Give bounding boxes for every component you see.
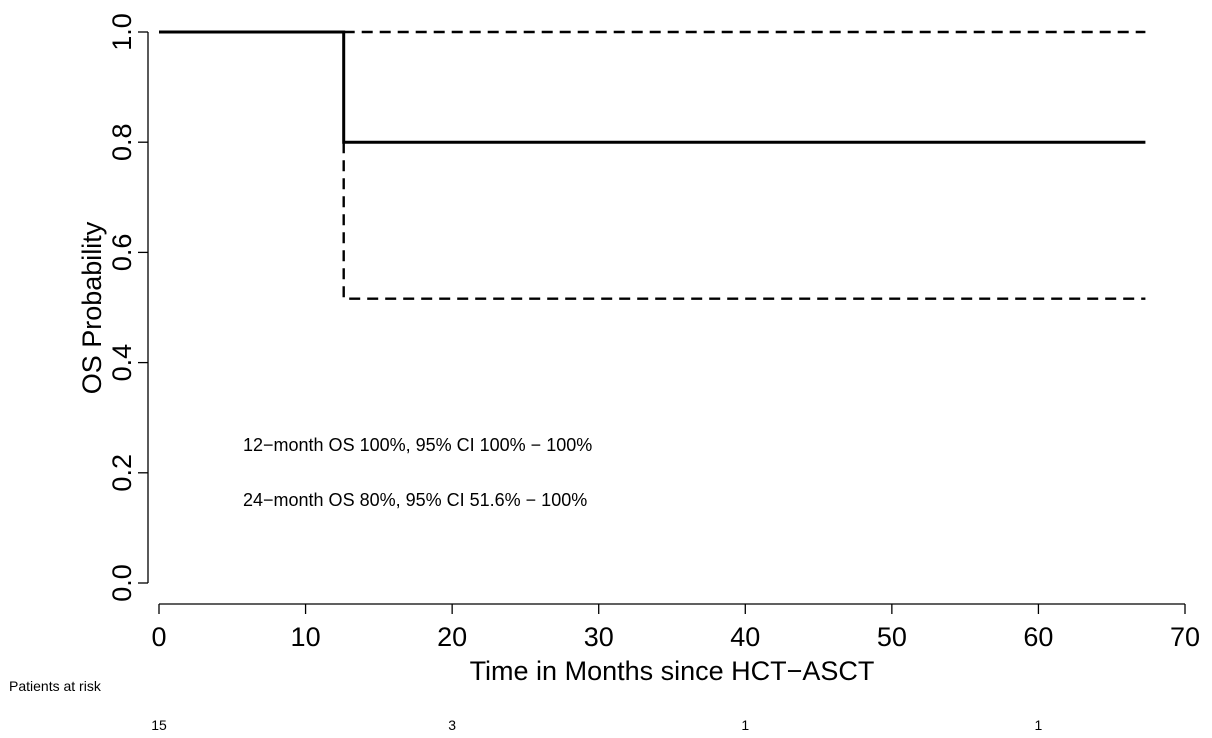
survival-curve xyxy=(159,30,1146,144)
annotation-text: 24−month OS 80%, 95% CI 51.6% − 100% xyxy=(243,490,587,510)
x-tick-label: 0 xyxy=(151,622,166,652)
confidence-bound-line xyxy=(342,142,1146,300)
risk-table-label: Patients at risk xyxy=(9,678,102,694)
x-tick-label: 30 xyxy=(584,622,614,652)
risk-count: 15 xyxy=(151,717,167,733)
y-tick-label: 0.6 xyxy=(107,234,137,272)
annotation-text: 12−month OS 100%, 95% CI 100% − 100% xyxy=(243,435,592,455)
x-tick-label: 60 xyxy=(1023,622,1053,652)
x-axis-title: Time in Months since HCT−ASCT xyxy=(470,656,875,686)
x-tick-label: 20 xyxy=(437,622,467,652)
labels: 0 10 20 30 40 50 60 70 0.0 0.2 0.4 0.6 0.8 1.0 Time in… xyxy=(77,13,1200,686)
x-tick-label: 50 xyxy=(877,622,907,652)
x-tick-label: 40 xyxy=(730,622,760,652)
risk-count: 3 xyxy=(448,717,456,733)
risk-count: 1 xyxy=(1035,717,1043,733)
y-axis-title: OS Probability xyxy=(77,221,107,394)
x-tick-label: 10 xyxy=(291,622,321,652)
y-tick-label: 0.8 xyxy=(107,123,137,161)
y-tick-label: 0.0 xyxy=(107,564,137,602)
y-tick-label: 0.2 xyxy=(107,454,137,492)
risk-table: Patients at risk 15 3 1 1 xyxy=(9,678,1043,733)
y-tick-label: 1.0 xyxy=(107,13,137,51)
y-tick-label: 0.4 xyxy=(107,344,137,382)
axes xyxy=(138,31,1186,614)
x-tick-label: 70 xyxy=(1170,622,1200,652)
curves xyxy=(159,30,1146,300)
risk-count: 1 xyxy=(741,717,749,733)
